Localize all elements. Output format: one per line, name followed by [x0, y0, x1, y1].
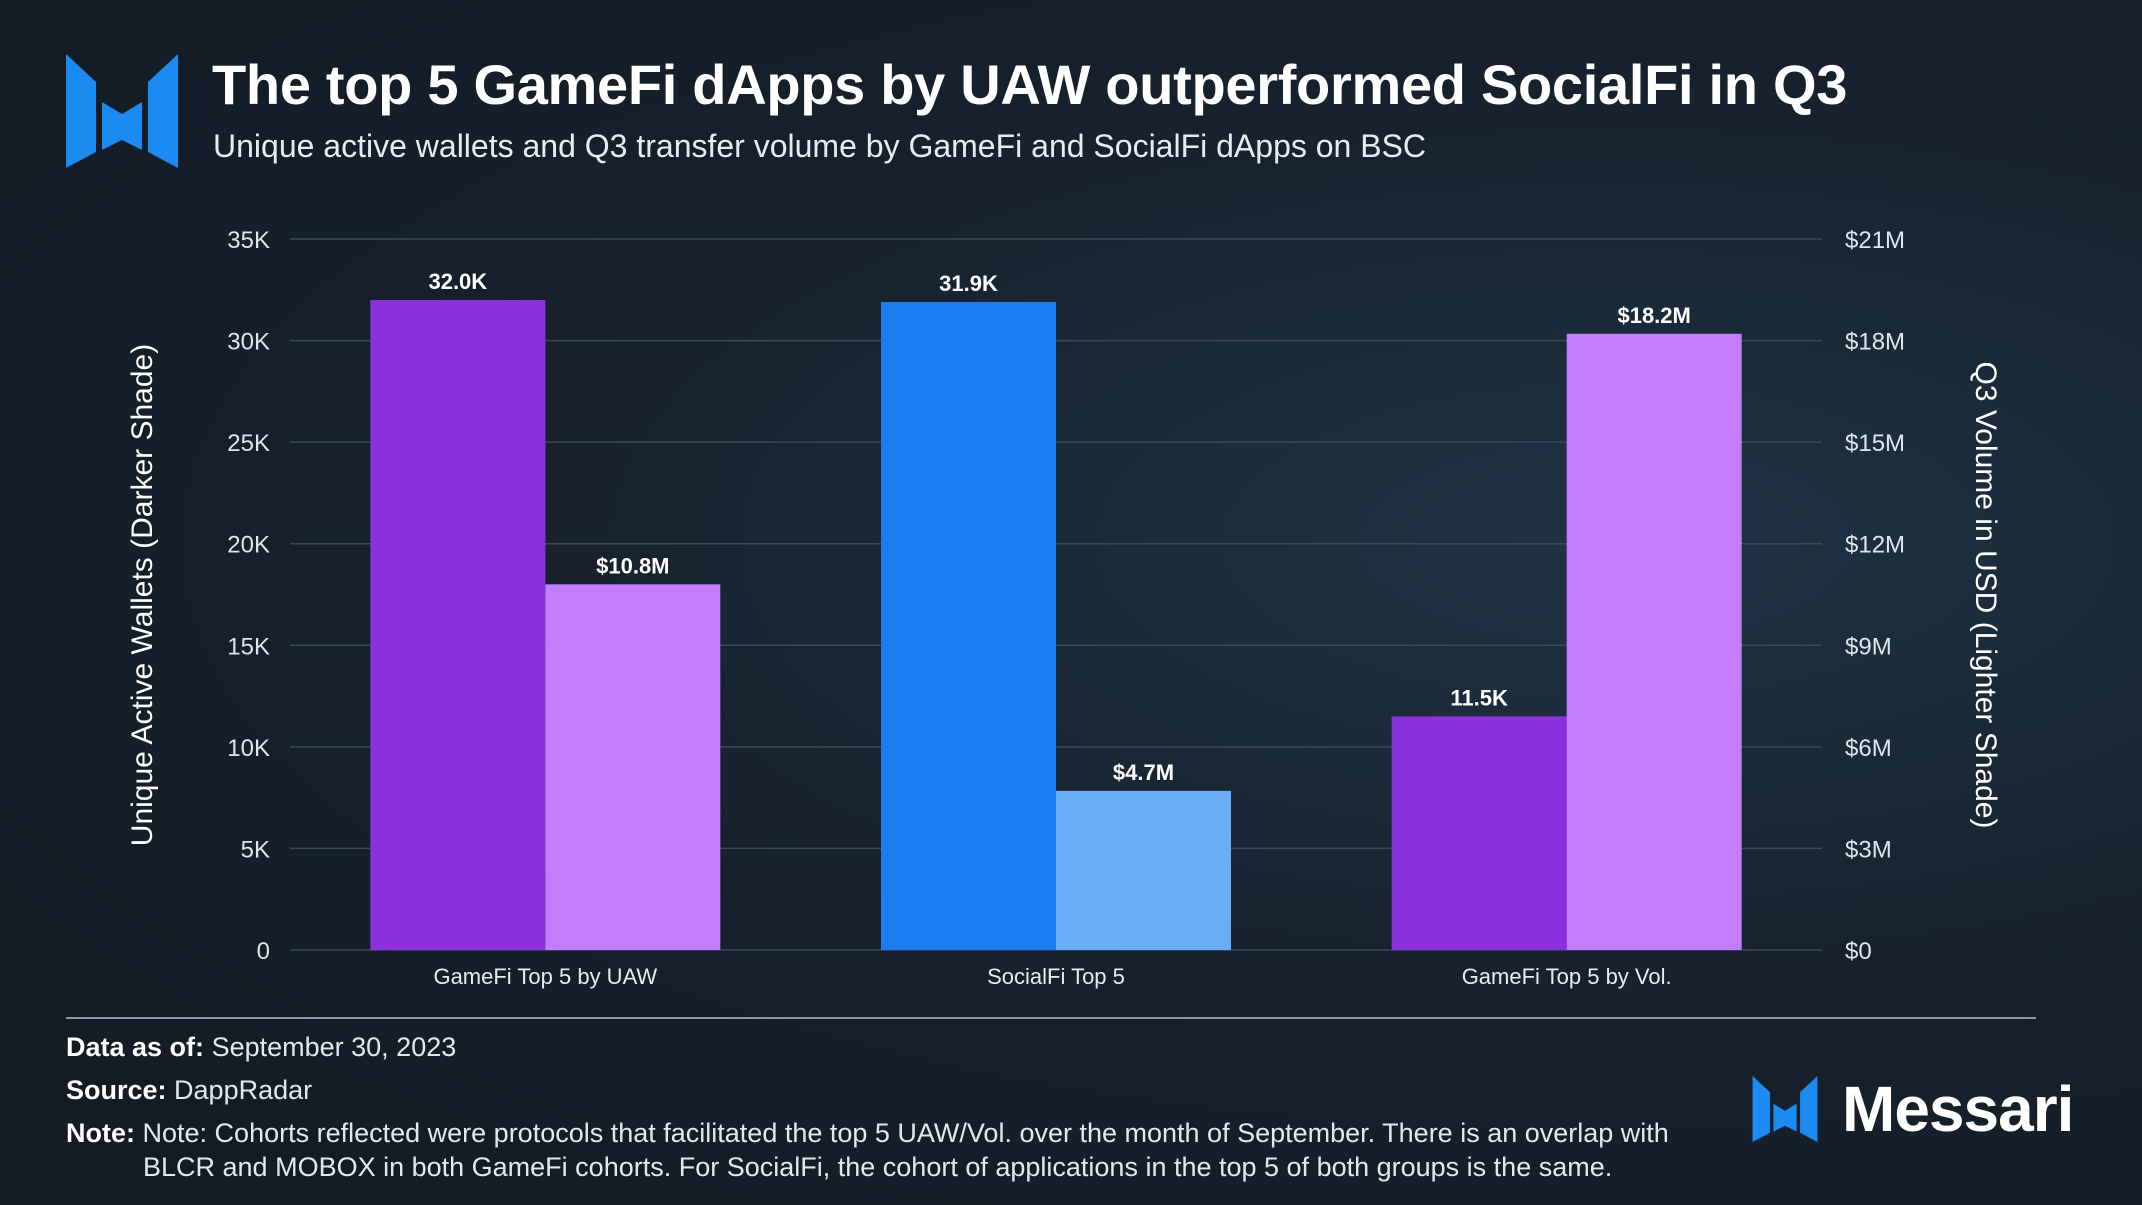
- right-axis-tick-label: $3M: [1845, 836, 1892, 863]
- category-label: SocialFi Top 5: [987, 964, 1125, 989]
- chart-subtitle: Unique active wallets and Q3 transfer vo…: [213, 128, 1427, 164]
- footnote-label: Note:: [66, 1118, 135, 1148]
- messari-brand: Messari: [1752, 1073, 2074, 1145]
- right-axis-tick-label: $18M: [1845, 329, 1905, 356]
- data-source-label: Source:: [66, 1075, 167, 1105]
- left-axis-title: Unique Active Wallets (Darker Shade): [126, 344, 159, 846]
- right-axis-tick-label: $0: [1845, 938, 1872, 965]
- messari-logo-icon: [66, 54, 178, 168]
- left-axis-tick-label: 20K: [227, 532, 270, 559]
- left-axis-tick-label: 0: [257, 938, 270, 965]
- uaw-data-label: 32.0K: [428, 269, 487, 294]
- volume-bar: [545, 584, 721, 950]
- uaw-bar: [1391, 716, 1567, 950]
- left-axis-tick-label: 15K: [227, 633, 270, 660]
- left-axis-tick-label: 5K: [241, 836, 270, 863]
- uaw-bar: [881, 301, 1056, 951]
- right-axis-tick-label: $15M: [1845, 430, 1905, 457]
- messari-m-icon: [1752, 1076, 1818, 1142]
- footer-divider: [66, 1017, 2036, 1019]
- category-label: GameFi Top 5 by Vol.: [1462, 964, 1672, 989]
- left-axis-tick-label: 10K: [227, 735, 270, 762]
- category-label: GameFi Top 5 by UAW: [433, 964, 657, 989]
- bar-chart: 0 $0 5K $3M 10K $6M 15K $9M 20K $12M 25K $15M 30K $18…: [126, 227, 2002, 989]
- uaw-data-label: 11.5K: [1450, 685, 1508, 710]
- volume-data-label: $18.2M: [1617, 303, 1690, 328]
- data-source-value: DappRadar: [174, 1075, 313, 1105]
- right-axis-tick-label: $6M: [1845, 735, 1892, 762]
- chart-title: The top 5 GameFi dApps by UAW outperform…: [212, 53, 1848, 116]
- footnote-line-2: BLCR and MOBOX in both GameFi cohorts. F…: [143, 1152, 1613, 1182]
- footnote: Note: Note: Cohorts reflected were proto…: [66, 1118, 1669, 1149]
- left-axis-tick-label: 35K: [227, 227, 270, 254]
- right-axis-title: Q3 Volume in USD (Lighter Shade): [1969, 362, 2002, 829]
- left-axis-tick-label: 30K: [227, 329, 270, 356]
- volume-data-label: $4.7M: [1113, 760, 1174, 785]
- uaw-bar: [370, 299, 546, 950]
- left-axis-tick-label: 25K: [227, 430, 270, 457]
- right-axis-tick-label: $21M: [1845, 227, 1905, 254]
- footnote-line-1: Note: Cohorts reflected were protocols t…: [142, 1118, 1669, 1148]
- data-date-value: September 30, 2023: [211, 1032, 457, 1062]
- volume-data-label: $10.8M: [596, 553, 669, 578]
- data-date-label: Data as of:: [66, 1032, 205, 1062]
- brand-name: Messari: [1842, 1073, 2074, 1145]
- uaw-data-label: 31.9K: [939, 271, 998, 296]
- volume-bar: [1056, 790, 1231, 950]
- volume-bar: [1566, 333, 1742, 950]
- right-axis-tick-label: $12M: [1845, 532, 1905, 559]
- data-date: Data as of: September 30, 2023: [66, 1032, 456, 1063]
- data-source: Source: DappRadar: [66, 1075, 312, 1106]
- right-axis-tick-label: $9M: [1845, 633, 1892, 660]
